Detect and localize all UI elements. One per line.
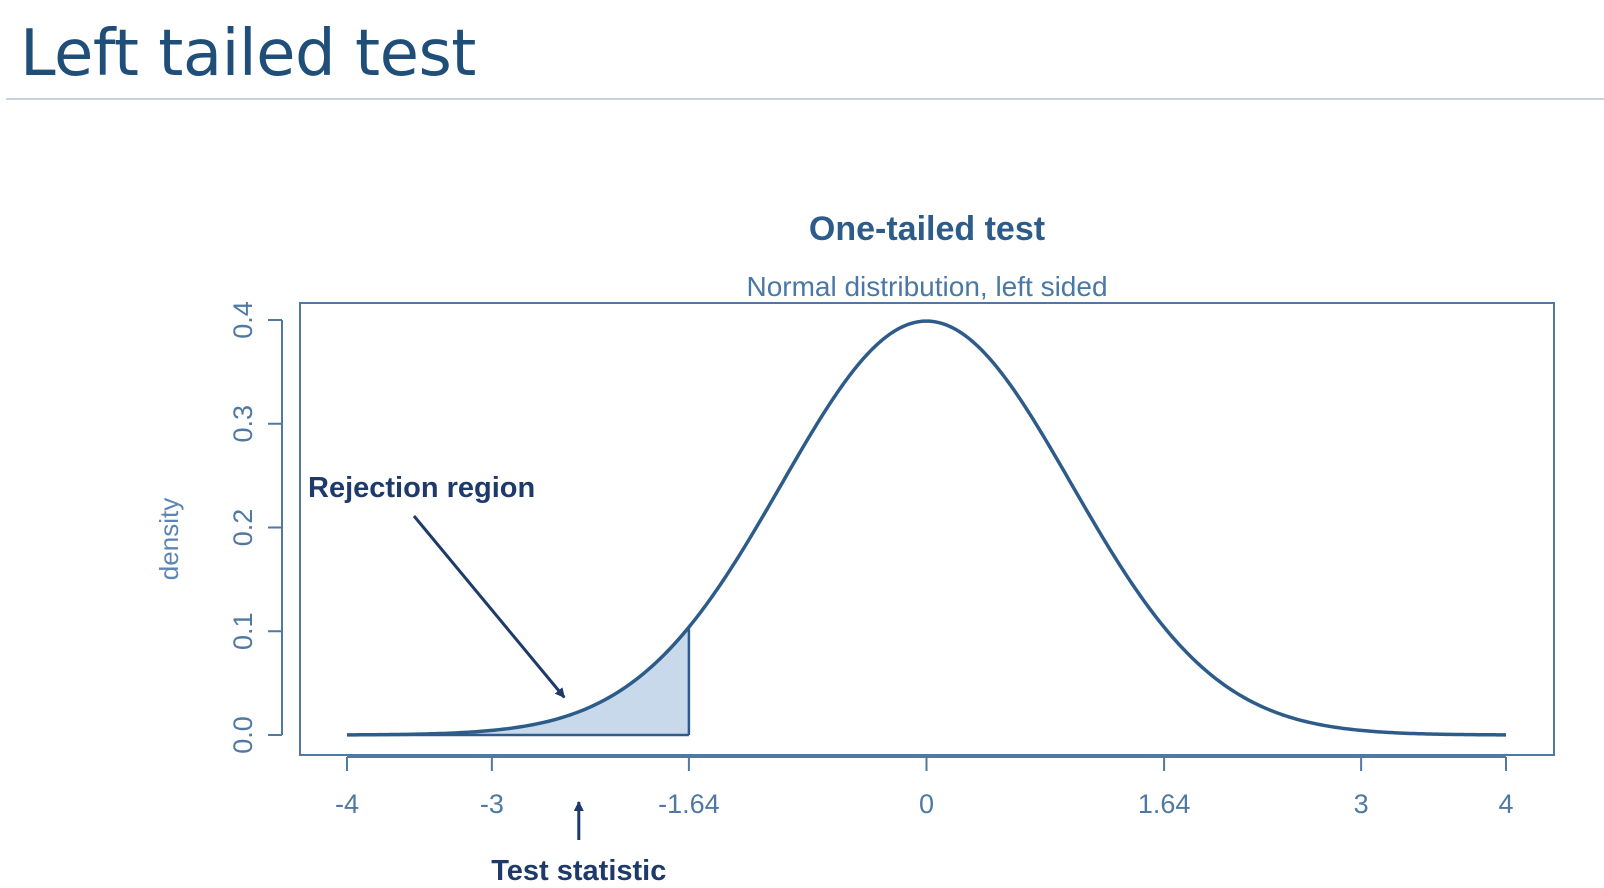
x-tick-label: -4 <box>335 789 359 819</box>
y-tick-label: 0.4 <box>228 301 258 339</box>
y-tick-label: 0.1 <box>228 612 258 650</box>
rejection-region-fill <box>347 627 689 735</box>
test-statistic-label: Test statistic <box>491 855 666 887</box>
chart-subtitle: Normal distribution, left sided <box>746 271 1107 302</box>
plot-box <box>299 302 1555 756</box>
rejection-region-label: Rejection region <box>308 472 535 504</box>
y-tick-label: 0.3 <box>228 405 258 443</box>
y-axis-label: density <box>154 498 184 580</box>
y-tick-label: 0.2 <box>228 509 258 547</box>
density-curve <box>346 319 1507 737</box>
title-divider <box>6 98 1604 100</box>
slide-title: Left tailed test <box>20 17 476 91</box>
y-tick-label: 0.0 <box>228 716 258 754</box>
x-tick-label: 4 <box>1498 789 1513 819</box>
chart-title: One-tailed test <box>809 210 1045 248</box>
x-tick-label: -1.64 <box>658 789 720 819</box>
x-tick-label: 1.64 <box>1138 789 1191 819</box>
x-tick-label: -3 <box>480 789 504 819</box>
rejection-region-arrow <box>412 515 566 699</box>
x-tick-label: 3 <box>1354 789 1369 819</box>
x-tick-label: 0 <box>919 789 934 819</box>
